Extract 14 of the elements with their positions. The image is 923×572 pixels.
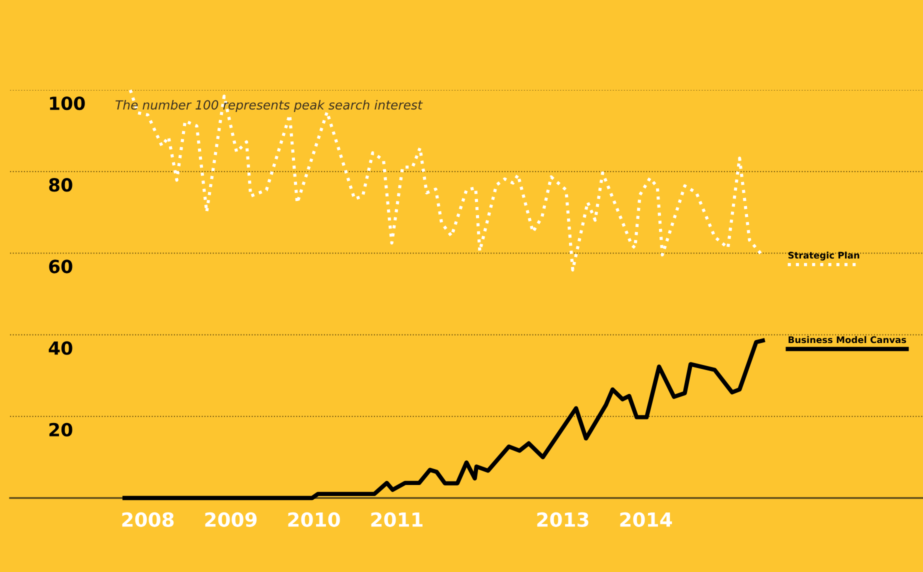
annotation: The number 100 represents peak search interest [116, 100, 423, 112]
text: Business Model Canvas [788, 336, 906, 344]
x-tick-label: 2009 [205, 512, 257, 527]
x-tick-label: 2011 [371, 512, 423, 527]
y-tick-label: 100 [50, 96, 85, 110]
y-tick-label: 20 [49, 422, 72, 437]
text: Strategic Plan [788, 252, 860, 260]
x-tick-label: 2008 [122, 512, 174, 527]
y-tick-label: 60 [49, 260, 72, 274]
y-tick-label: 40 [48, 341, 72, 355]
x-tick-label: 2014 [620, 512, 672, 527]
y-tick-label: 80 [49, 178, 72, 192]
x-tick-label: 2010 [288, 512, 340, 527]
x-tick-label: 2013 [537, 512, 588, 527]
